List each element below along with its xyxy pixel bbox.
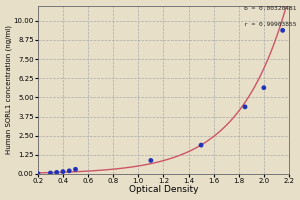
X-axis label: Optical Density: Optical Density — [129, 185, 198, 194]
Point — [35, 172, 40, 175]
Text: r = 0.99903855: r = 0.99903855 — [244, 22, 297, 27]
Point — [61, 170, 65, 173]
Point — [243, 105, 248, 108]
Point — [54, 171, 59, 174]
Y-axis label: Human SORL1 concentration (ng/ml): Human SORL1 concentration (ng/ml) — [6, 25, 12, 154]
Point — [199, 144, 203, 147]
Point — [261, 86, 266, 89]
Point — [280, 29, 285, 32]
Point — [148, 159, 153, 162]
Point — [48, 171, 53, 175]
Text: b = 0.00320481: b = 0.00320481 — [244, 6, 297, 11]
Point — [67, 169, 72, 172]
Point — [73, 168, 78, 171]
